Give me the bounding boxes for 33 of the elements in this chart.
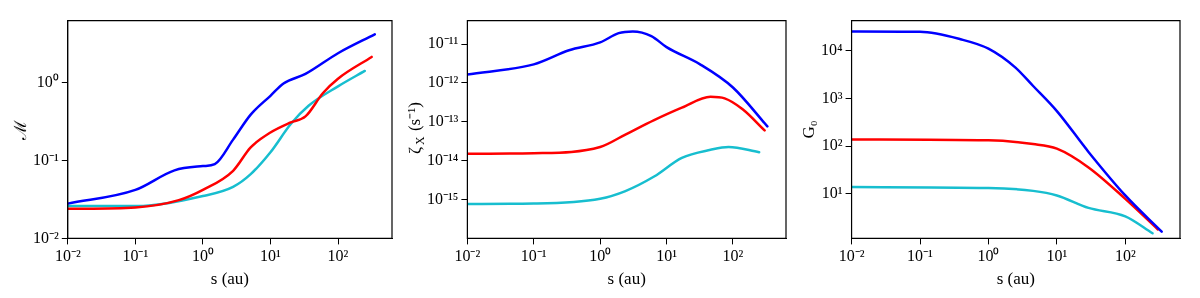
x-tick-label: 10⁰ <box>977 247 1000 265</box>
x-tick-label: 10⁻² <box>454 247 481 265</box>
x-tick-label: 10¹ <box>1046 247 1068 265</box>
y-tick-label: 10¹ <box>821 184 843 202</box>
x-tick-label: 10² <box>1114 247 1136 265</box>
y-tick-label: 10⁻¹² <box>427 73 459 91</box>
x-tick-label: 10⁻² <box>54 247 81 265</box>
x-tick-label: 10⁰ <box>589 247 612 265</box>
x-tick-label: 10¹ <box>656 247 678 265</box>
x-tick-label: 10⁻¹ <box>907 247 934 265</box>
x-tick-label: 10⁻² <box>838 247 865 265</box>
y-tick-label: 10⁻² <box>33 228 59 246</box>
x-tick-label: 10⁰ <box>191 247 214 265</box>
y-axis-title: ζX (s⁻¹) <box>405 102 428 154</box>
y-tick-label: 10³ <box>821 88 843 106</box>
x-tick-label: 10² <box>327 247 349 265</box>
y-tick-label: 10⁻¹⁴ <box>427 150 459 168</box>
y-tick-label: 10⁻¹³ <box>427 111 459 129</box>
y-axis-title: ℳ <box>11 119 31 141</box>
y-tick-label: 10⁻¹⁵ <box>427 189 459 207</box>
x-axis-title: s (au) <box>210 269 250 289</box>
y-tick-label: 10⁻¹ <box>33 150 59 168</box>
x-axis-title: s (au) <box>607 269 646 289</box>
y-tick-label: 10² <box>821 136 843 154</box>
y-tick-label: 10⁻¹¹ <box>427 34 459 52</box>
y-axis-title: G₀ <box>799 120 819 139</box>
x-tick-label: 10⁻¹ <box>122 247 149 265</box>
x-tick-label: 10¹ <box>260 247 282 265</box>
x-tick-label: 10⁻¹ <box>520 247 547 265</box>
y-tick-label: 10⁰ <box>36 73 59 90</box>
y-tick-label: 10⁴ <box>821 41 843 59</box>
x-axis-title: s (au) <box>996 269 1035 289</box>
x-tick-label: 10² <box>722 247 744 265</box>
